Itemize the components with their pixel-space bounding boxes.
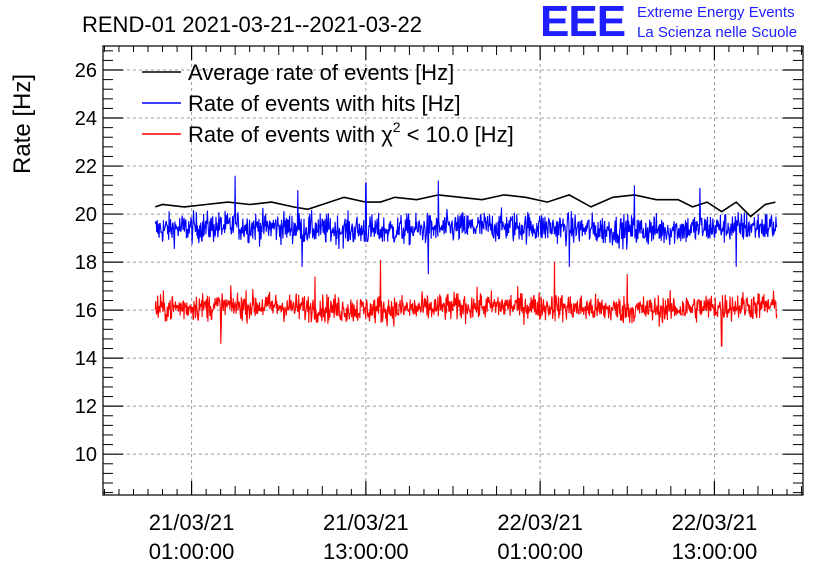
y-tick-label: 16 (75, 300, 97, 322)
x-tick-time-label: 13:00:00 (323, 539, 409, 564)
x-tick-date-label: 21/03/21 (323, 510, 409, 535)
x-tick-date-label: 22/03/21 (672, 510, 758, 535)
series-line-2 (154, 259, 778, 347)
series-line-0 (155, 194, 776, 218)
y-axis-label: Rate [Hz] (9, 74, 36, 174)
x-tick-time-label: 13:00:00 (672, 539, 758, 564)
y-tick-label: 26 (75, 60, 97, 82)
x-tick-date-label: 22/03/21 (497, 510, 583, 535)
eee-logo: EEE Extreme Energy Events La Scienza nel… (540, 0, 830, 46)
y-tick-label: 22 (75, 156, 97, 178)
x-tick-time-label: 01:00:00 (149, 539, 235, 564)
logo-line-1: Extreme Energy Events (637, 4, 795, 21)
y-tick-label: 20 (75, 204, 97, 226)
x-axis-ticks: 21/03/21 01:00:00 21/03/21 13:00:00 22/03/21… (103, 46, 803, 564)
legend-superscript: 2 (393, 119, 401, 135)
y-tick-label: 14 (75, 348, 97, 370)
eee-logo-mark: EEE (540, 0, 626, 46)
logo-line-2: La Scienza nelle Scuole (637, 24, 798, 41)
y-tick-label: 12 (75, 396, 97, 418)
legend-label-1: Rate of events with hits [Hz] (188, 91, 461, 116)
legend-text: Rate of events with hits [Hz] (188, 91, 461, 116)
series-line-1 (154, 175, 778, 275)
series-layer (154, 175, 778, 347)
x-tick-date-label: 21/03/21 (149, 510, 235, 535)
chart-title: REND-01 2021-03-21--2021-03-22 (82, 12, 422, 37)
x-tick-time-label: 01:00:00 (497, 539, 583, 564)
legend-text-suffix: < 10.0 [Hz] (401, 122, 514, 147)
legend-label-2: Rate of events with χ2 < 10.0 [Hz] (188, 119, 514, 147)
grid-lines (103, 46, 803, 495)
y-axis-ticks: 10 12 14 16 18 20 22 24 26 (75, 50, 803, 494)
legend: Average rate of events [Hz] Rate of event… (142, 60, 514, 147)
legend-label-0: Average rate of events [Hz] (188, 60, 454, 85)
y-tick-label: 10 (75, 444, 97, 466)
legend-text: Rate of events with χ (188, 122, 393, 147)
y-tick-label: 18 (75, 252, 97, 274)
y-tick-label: 24 (75, 108, 97, 130)
legend-text: Average rate of events [Hz] (188, 60, 454, 85)
